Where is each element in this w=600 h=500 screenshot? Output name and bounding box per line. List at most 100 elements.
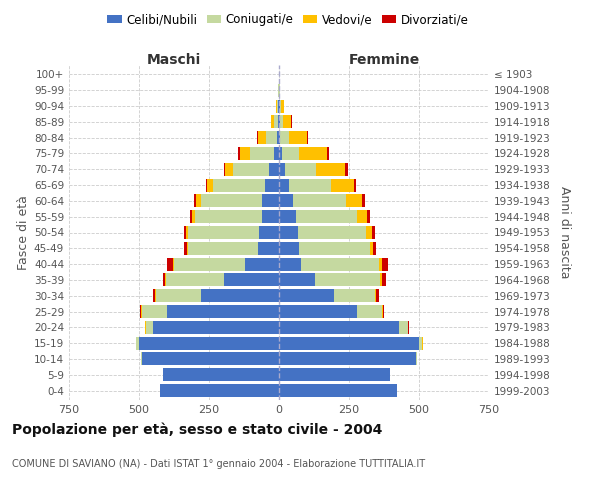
Bar: [279, 131, 280, 144]
Bar: [274, 147, 279, 160]
Bar: [327, 147, 329, 160]
Bar: [167, 258, 173, 270]
Bar: [213, 178, 265, 192]
Bar: [278, 116, 279, 128]
Bar: [382, 258, 388, 270]
Bar: [142, 305, 167, 318]
Bar: [299, 147, 327, 160]
Bar: [280, 131, 289, 144]
Text: COMUNE DI SAVIANO (NA) - Dati ISTAT 1° gennaio 2004 - Elaborazione TUTTITALIA.IT: COMUNE DI SAVIANO (NA) - Dati ISTAT 1° g…: [12, 459, 425, 469]
Bar: [301, 258, 379, 270]
Bar: [190, 210, 192, 223]
Bar: [279, 163, 284, 176]
Bar: [362, 194, 365, 207]
Bar: [279, 289, 334, 302]
Bar: [416, 352, 417, 366]
Bar: [283, 116, 292, 128]
Bar: [279, 242, 299, 255]
Bar: [277, 131, 279, 144]
Bar: [141, 305, 142, 318]
Bar: [186, 226, 188, 239]
Bar: [279, 321, 400, 334]
Bar: [259, 226, 279, 239]
Bar: [280, 100, 281, 112]
Bar: [376, 289, 379, 302]
Y-axis label: Anni di nascita: Anni di nascita: [557, 186, 571, 279]
Bar: [136, 336, 139, 349]
Bar: [153, 321, 279, 334]
Bar: [250, 147, 274, 160]
Bar: [293, 194, 346, 207]
Bar: [271, 116, 274, 128]
Bar: [279, 226, 298, 239]
Bar: [207, 178, 213, 192]
Bar: [224, 163, 225, 176]
Bar: [279, 194, 293, 207]
Bar: [334, 289, 375, 302]
Bar: [367, 210, 370, 223]
Bar: [167, 305, 279, 318]
Bar: [282, 147, 299, 160]
Bar: [192, 210, 195, 223]
Bar: [184, 226, 186, 239]
Bar: [382, 274, 386, 286]
Legend: Celibi/Nubili, Coniugati/e, Vedovi/e, Divorziati/e: Celibi/Nubili, Coniugati/e, Vedovi/e, Di…: [103, 8, 473, 31]
Bar: [195, 210, 262, 223]
Bar: [233, 163, 269, 176]
Bar: [279, 305, 358, 318]
Bar: [160, 384, 279, 397]
Bar: [225, 163, 233, 176]
Bar: [289, 178, 331, 192]
Bar: [279, 368, 389, 381]
Bar: [279, 258, 301, 270]
Bar: [187, 242, 188, 255]
Bar: [153, 289, 155, 302]
Bar: [146, 321, 153, 334]
Bar: [299, 242, 370, 255]
Bar: [279, 274, 316, 286]
Bar: [224, 274, 279, 286]
Bar: [279, 116, 280, 128]
Bar: [200, 289, 279, 302]
Bar: [372, 226, 375, 239]
Bar: [277, 100, 278, 112]
Bar: [316, 163, 346, 176]
Bar: [140, 305, 141, 318]
Bar: [155, 289, 156, 302]
Bar: [358, 305, 382, 318]
Bar: [269, 163, 279, 176]
Bar: [281, 100, 284, 112]
Bar: [163, 368, 279, 381]
Bar: [206, 178, 207, 192]
Text: Femmine: Femmine: [349, 52, 419, 66]
Bar: [279, 352, 416, 366]
Bar: [276, 100, 277, 112]
Bar: [258, 131, 266, 144]
Bar: [139, 336, 279, 349]
Bar: [245, 258, 279, 270]
Bar: [382, 305, 383, 318]
Bar: [419, 336, 422, 349]
Bar: [174, 258, 245, 270]
Bar: [184, 242, 187, 255]
Bar: [166, 274, 224, 286]
Bar: [354, 178, 356, 192]
Bar: [298, 226, 366, 239]
Bar: [266, 131, 277, 144]
Bar: [194, 194, 196, 207]
Bar: [262, 194, 279, 207]
Bar: [284, 163, 316, 176]
Bar: [142, 352, 279, 366]
Bar: [379, 258, 382, 270]
Bar: [163, 274, 165, 286]
Bar: [165, 274, 166, 286]
Bar: [196, 194, 200, 207]
Bar: [173, 258, 174, 270]
Bar: [188, 226, 259, 239]
Bar: [156, 289, 200, 302]
Y-axis label: Fasce di età: Fasce di età: [17, 195, 30, 270]
Bar: [289, 131, 307, 144]
Bar: [316, 274, 380, 286]
Bar: [400, 321, 408, 334]
Bar: [370, 242, 373, 255]
